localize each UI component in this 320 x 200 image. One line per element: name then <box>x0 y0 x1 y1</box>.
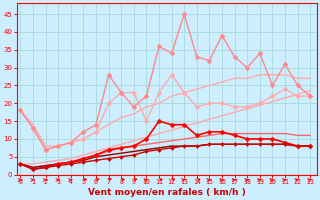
X-axis label: Vent moyen/en rafales ( km/h ): Vent moyen/en rafales ( km/h ) <box>88 188 245 197</box>
